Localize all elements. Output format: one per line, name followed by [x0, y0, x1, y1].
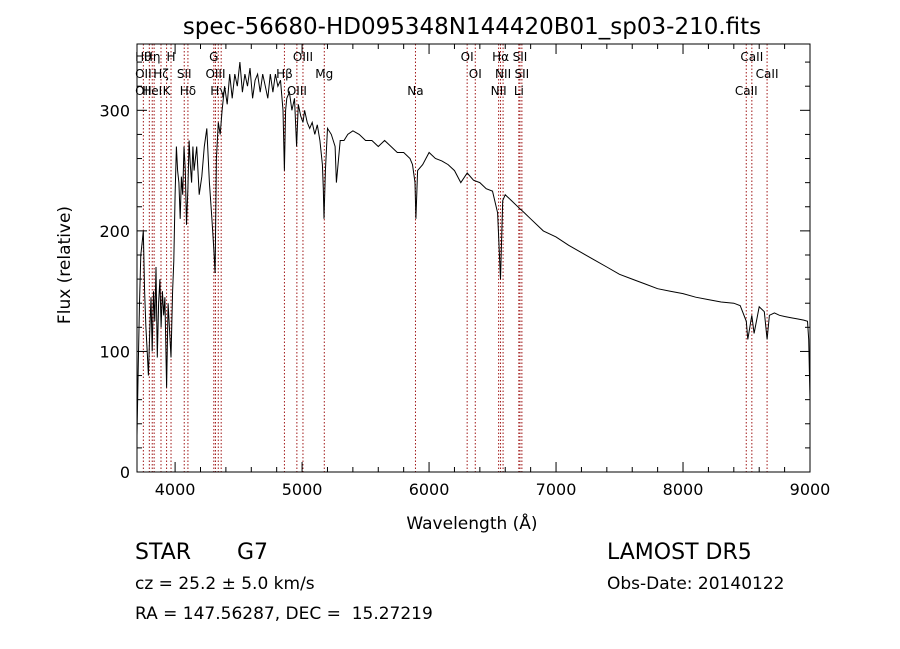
line-label: CaII [735, 84, 758, 98]
line-label: NII [491, 84, 507, 98]
line-label: OII [135, 67, 152, 81]
line-label: CaII [756, 67, 779, 81]
line-label: OIII [293, 50, 313, 64]
x-tick-label: 7000 [536, 480, 577, 499]
line-label: Li [514, 84, 524, 98]
line-label: Hδ [180, 84, 196, 98]
line-label: OI [469, 67, 482, 81]
line-label: H [167, 50, 176, 64]
axis-ticks: 4000 5000 6000 7000 8000 9000 0 100 200 300 [99, 44, 830, 499]
y-axis-label: Flux (relative) [55, 206, 75, 324]
line-label: Hθ [135, 50, 151, 64]
coordinates: RA = 147.56287, DEC = 15.27219 [135, 604, 433, 624]
line-label: Mg [315, 67, 333, 81]
line-label: OI [461, 50, 474, 64]
observation-date: Obs-Date: 20140122 [607, 574, 785, 594]
line-label: SII [513, 50, 528, 64]
spectral-line-labels: HθOIIOIIHeIHηHζKHSIIHδGOIIIHγHβOIIIOIIIM… [135, 50, 778, 98]
line-label: NII [495, 67, 511, 81]
line-label: Hη [144, 50, 161, 64]
line-label: Hζ [153, 67, 169, 81]
line-label: Hγ [210, 84, 226, 98]
line-label: OIII [205, 67, 225, 81]
line-label: SII [177, 67, 192, 81]
plot-frame [136, 43, 811, 473]
line-label: K [163, 84, 172, 98]
line-label: Hβ [276, 67, 293, 81]
x-tick-label: 8000 [663, 480, 704, 499]
redshift-velocity: cz = 25.2 ± 5.0 km/s [135, 574, 315, 594]
x-axis-label: Wavelength (Å) [406, 512, 537, 534]
line-label: Hα [492, 50, 509, 64]
chart-title: spec-56680-HD095348N144420B01_sp03-210.f… [183, 14, 761, 40]
line-label: SII [515, 67, 530, 81]
line-label: HeI [142, 84, 162, 98]
survey-name: LAMOST DR5 [607, 540, 752, 565]
line-label: Na [407, 84, 423, 98]
x-tick-label: 6000 [409, 480, 450, 499]
spectral-line-markers [142, 44, 768, 472]
line-label: CaII [740, 50, 763, 64]
x-tick-label: 9000 [790, 480, 831, 499]
x-tick-label: 5000 [282, 480, 323, 499]
spectrum-series [136, 62, 811, 436]
line-label: OII [135, 84, 152, 98]
line-label: OIII [287, 84, 307, 98]
y-tick-label: 300 [99, 101, 130, 120]
y-tick-label: 100 [99, 342, 130, 361]
line-label: G [209, 50, 218, 64]
y-tick-label: 200 [99, 222, 130, 241]
y-tick-label: 0 [120, 463, 130, 482]
object-class: STAR [135, 540, 192, 565]
x-tick-label: 4000 [155, 480, 196, 499]
object-subclass: G7 [237, 540, 269, 565]
